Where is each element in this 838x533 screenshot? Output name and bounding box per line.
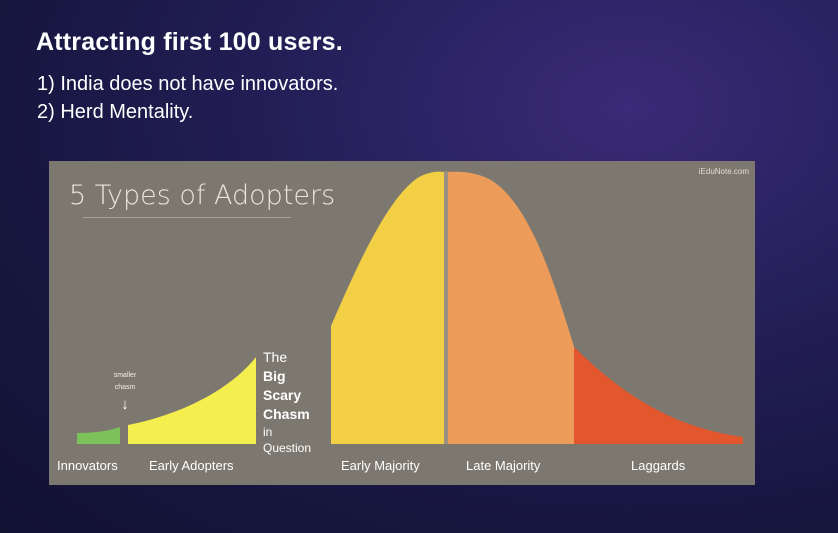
label-early-majority: Early Majority: [341, 458, 420, 473]
segment-early-adopters: [128, 357, 256, 444]
chasm-label-in: in: [263, 425, 273, 439]
down-arrow-icon: ↓: [121, 396, 129, 413]
label-innovators: Innovators: [57, 458, 118, 473]
segment-laggards: [574, 347, 743, 444]
watermark: iEduNote.com: [698, 167, 749, 176]
chasm-label-question: Question: [263, 441, 312, 455]
title-underline: [83, 217, 291, 218]
chasm-label-big: Big: [263, 368, 286, 384]
diagram-title: 5 Types of Adopters: [69, 180, 336, 211]
slide-title: Attracting first 100 users.: [36, 28, 343, 56]
segment-innovators: [77, 427, 120, 444]
note-line-1: smaller: [113, 372, 137, 379]
smaller-chasm-note: smaller chasm: [105, 370, 145, 394]
segment-early-majority: [331, 171, 444, 444]
chasm-label-scary: Scary: [263, 387, 302, 403]
label-late-majority: Late Majority: [466, 458, 541, 473]
note-line-2: chasm: [114, 384, 136, 391]
label-laggards: Laggards: [631, 458, 686, 473]
bullet-2: 2) Herd Mentality.: [37, 101, 194, 123]
adopter-curve-graphic: [77, 171, 743, 444]
chasm-label: The Big Scary Chasm in Question: [263, 348, 333, 456]
segment-late-majority: [448, 171, 574, 444]
bullet-1: 1) India does not have innovators.: [37, 73, 339, 95]
majority-divider: [444, 171, 448, 444]
chasm-label-chasm: Chasm: [263, 406, 310, 422]
adopters-diagram: 5 Types of Adopters iEduNote.com smaller…: [49, 161, 755, 485]
label-early-adopters: Early Adopters: [149, 458, 234, 473]
chasm-label-the: The: [263, 349, 288, 365]
